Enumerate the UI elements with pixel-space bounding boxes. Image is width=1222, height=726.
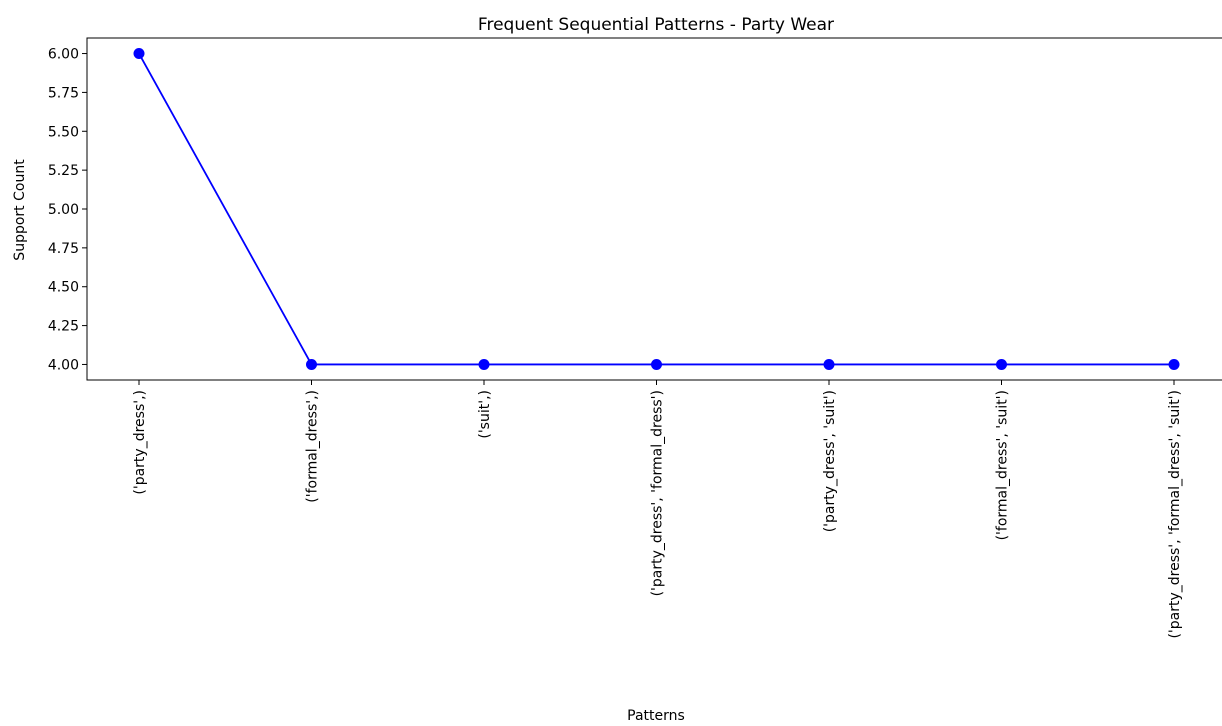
x-tick-label: ('suit',) — [477, 390, 493, 439]
chart-title: Frequent Sequential Patterns - Party Wea… — [478, 15, 834, 35]
x-tick-label: ('party_dress',) — [132, 390, 148, 495]
data-point — [1168, 358, 1180, 370]
y-tick-label: 5.00 — [48, 202, 79, 218]
y-axis: 4.00 4.25 4.50 4.75 5.00 5.25 5.50 5.75 6.00 — [48, 47, 87, 373]
data-point — [133, 48, 145, 60]
y-tick-label: 5.25 — [48, 163, 79, 179]
x-tick-label: ('formal_dress',) — [305, 390, 321, 503]
data-point — [478, 358, 490, 370]
x-tick-label: ('party_dress', 'formal_dress') — [650, 390, 666, 596]
series-line — [138, 53, 1174, 366]
plot-frame — [86, 37, 1222, 381]
x-tick-label: ('party_dress', 'formal_dress', 'suit') — [1167, 390, 1183, 639]
y-tick-label: 5.50 — [48, 124, 79, 140]
plot-area — [133, 48, 1180, 370]
data-point — [823, 358, 835, 370]
y-tick-label: 4.75 — [48, 241, 79, 257]
x-axis: ('party_dress',) ('formal_dress',) ('suit'… — [132, 380, 1183, 639]
y-axis-label: Support Count — [12, 159, 28, 261]
data-point — [651, 358, 662, 370]
x-tick-label: ('party_dress', 'suit') — [822, 390, 838, 532]
x-tick-label: ('formal_dress', 'suit') — [995, 390, 1011, 540]
y-tick-label: 4.50 — [48, 280, 79, 296]
data-point — [306, 358, 317, 370]
y-tick-label: 5.75 — [48, 85, 79, 101]
data-point — [996, 358, 1007, 370]
y-tick-label: 6.00 — [48, 47, 79, 63]
y-tick-label: 4.25 — [48, 319, 79, 335]
y-tick-label: 4.00 — [48, 357, 79, 373]
x-axis-label: Patterns — [627, 708, 685, 724]
